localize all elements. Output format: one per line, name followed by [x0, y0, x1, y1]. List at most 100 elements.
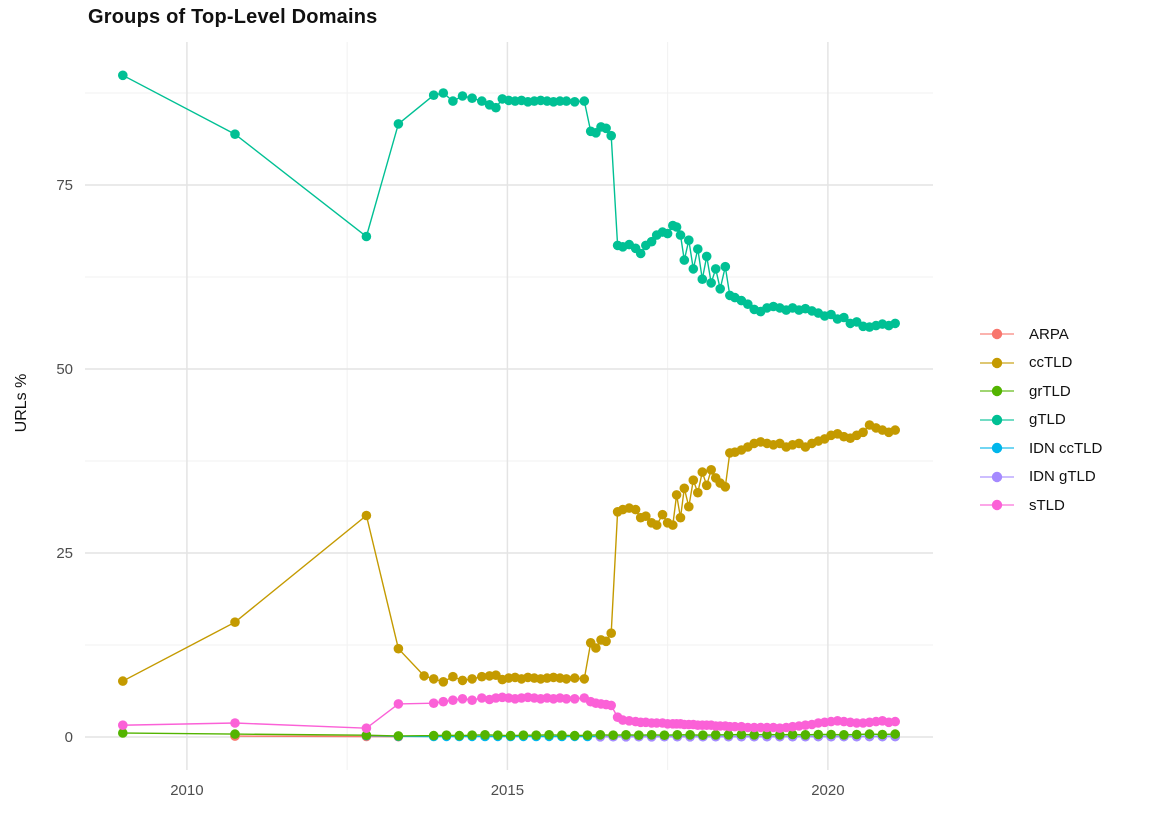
y-tick-label: 25 — [56, 545, 73, 562]
data-point — [659, 730, 670, 740]
data-point — [230, 729, 240, 739]
data-point — [606, 700, 616, 711]
data-point — [467, 674, 477, 684]
data-point — [361, 510, 372, 521]
data-point — [544, 730, 554, 740]
data-point — [569, 730, 580, 741]
legend-key-cctld — [980, 357, 1014, 368]
data-point — [675, 512, 686, 523]
data-point — [679, 483, 690, 494]
legend-key-arpa — [980, 329, 1014, 340]
data-point — [477, 96, 487, 106]
data-point — [890, 716, 900, 727]
data-point — [800, 730, 811, 740]
data-point — [701, 251, 712, 262]
data-point — [569, 97, 580, 107]
legend-key-dot — [991, 414, 1003, 425]
data-point — [457, 694, 468, 704]
data-point — [890, 729, 900, 739]
data-point — [675, 230, 686, 240]
data-point — [826, 729, 836, 740]
data-point — [693, 487, 703, 498]
data-point — [688, 264, 699, 274]
data-point — [518, 730, 529, 740]
legend-key-dot — [991, 329, 1003, 340]
legend-key-dot — [991, 386, 1003, 397]
data-point — [361, 231, 372, 242]
data-point — [531, 730, 541, 740]
data-point — [491, 102, 501, 113]
data-point — [118, 676, 128, 686]
legend-label: gTLD — [1029, 411, 1066, 429]
data-point — [641, 511, 651, 521]
data-point — [557, 730, 567, 740]
data-point — [595, 730, 606, 740]
data-point — [118, 70, 128, 81]
data-point — [684, 235, 694, 245]
data-point — [230, 617, 240, 627]
data-point — [851, 729, 862, 740]
data-point — [428, 674, 439, 684]
data-point — [697, 467, 708, 477]
data-point — [561, 96, 572, 106]
data-point — [671, 222, 682, 232]
data-point — [428, 730, 439, 741]
data-point — [651, 520, 662, 530]
chart-title: Groups of Top-Level Domains — [88, 6, 378, 28]
data-point — [569, 673, 580, 683]
data-point — [454, 730, 465, 741]
data-point — [428, 698, 439, 708]
data-point — [579, 674, 590, 684]
series-line — [122, 74, 896, 328]
legend-label: sTLD — [1029, 496, 1065, 514]
data-point — [749, 730, 759, 740]
data-point — [448, 695, 458, 705]
data-point — [720, 482, 731, 492]
data-point — [608, 730, 618, 740]
data-point — [877, 729, 888, 740]
y-tick-label: 50 — [56, 361, 73, 378]
data-point — [634, 730, 644, 740]
data-point — [505, 730, 516, 741]
data-point — [701, 480, 712, 491]
data-point — [582, 730, 593, 740]
data-point — [715, 284, 725, 294]
data-point — [630, 504, 641, 515]
data-point — [601, 123, 611, 134]
legend-key-dot — [991, 471, 1003, 482]
data-point — [428, 90, 439, 100]
data-point — [839, 730, 849, 740]
y-tick-label: 75 — [56, 177, 73, 194]
data-point — [671, 490, 682, 500]
data-point — [438, 88, 449, 98]
legend-label: ccTLD — [1029, 354, 1073, 372]
legend-key-grtld — [980, 386, 1014, 397]
data-point — [477, 693, 487, 703]
legend-label: IDN gTLD — [1029, 468, 1096, 486]
data-point — [230, 718, 240, 728]
data-point — [762, 729, 772, 740]
legend-key-idn-gtld — [980, 471, 1014, 482]
data-point — [561, 674, 572, 684]
data-point — [672, 730, 683, 740]
x-tick-label: 2010 — [170, 782, 203, 799]
data-point — [646, 236, 657, 247]
legend-key-gtld — [980, 414, 1014, 425]
data-point — [635, 248, 646, 259]
data-point — [693, 244, 703, 254]
data-point — [457, 675, 468, 686]
data-point — [467, 93, 477, 103]
data-point — [679, 255, 690, 265]
data-point — [787, 729, 798, 740]
data-point — [361, 723, 372, 733]
series-cctld — [118, 420, 900, 687]
data-point — [393, 699, 404, 709]
data-point — [448, 96, 458, 106]
legend-item-idn-gtld: IDN gTLD — [979, 463, 1102, 492]
data-point — [775, 730, 785, 740]
legend-key-dot — [991, 500, 1003, 511]
data-point — [864, 729, 875, 739]
data-point — [118, 720, 128, 730]
